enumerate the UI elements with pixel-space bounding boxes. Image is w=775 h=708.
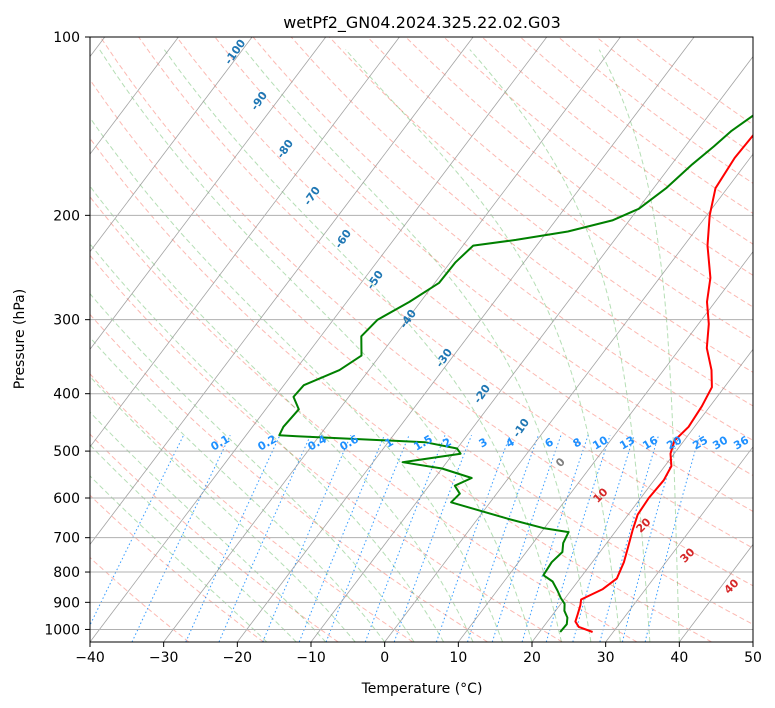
dry-adiabat-line <box>290 37 753 407</box>
moist-adiabat-line <box>598 49 680 642</box>
mixing-ratio-line <box>364 435 446 642</box>
y-tick-label: 900 <box>53 595 80 611</box>
isotherm-line <box>531 348 753 642</box>
dry-adiabat-line <box>90 494 264 642</box>
isotherm-line <box>90 37 327 350</box>
dry-adiabat-line <box>90 137 712 642</box>
dry-adiabat-line <box>90 556 190 642</box>
isotherm-line <box>605 446 753 642</box>
isotherm-line <box>237 37 695 642</box>
isotherm-line <box>90 37 400 448</box>
dry-adiabat-line <box>90 196 638 642</box>
isotherm-line <box>384 153 753 642</box>
mixing-ratio-line <box>599 435 660 642</box>
x-tick-label: 50 <box>744 650 762 666</box>
dry-adiabat-line <box>214 37 753 477</box>
x-tick-label: −10 <box>296 650 326 666</box>
dry-adiabat-line <box>90 313 488 642</box>
isotherm-line <box>163 37 621 642</box>
mixing-ratio-line <box>572 435 635 642</box>
dry-adiabat-line <box>367 37 753 340</box>
y-tick-label: 600 <box>53 491 80 507</box>
y-tick-label: 200 <box>53 208 80 224</box>
isotherm-line <box>90 37 474 546</box>
isotherm-line <box>90 37 253 253</box>
dry-adiabat-line <box>176 37 753 513</box>
mixing-ratio-line <box>262 434 352 642</box>
dry-adiabat-line <box>329 37 753 373</box>
y-tick-label: 100 <box>53 30 80 46</box>
dry-adiabat-line <box>90 254 563 642</box>
moist-adiabat-line <box>244 49 592 642</box>
moist-adiabat-line <box>469 49 651 642</box>
x-tick-label: −40 <box>75 650 105 666</box>
x-axis-label: Temperature (°C) <box>361 681 483 697</box>
moist-adiabat-line <box>90 444 297 642</box>
mixing-ratio-line <box>621 435 680 642</box>
moist-adiabat-line <box>90 375 356 642</box>
y-tick-label: 500 <box>53 444 80 460</box>
x-tick-label: 10 <box>449 650 467 666</box>
isotherm-line <box>458 251 753 642</box>
profile-lines <box>278 114 753 633</box>
isotherm-line <box>90 37 179 155</box>
isotherm-line <box>90 37 548 642</box>
y-tick-label: 1000 <box>44 622 80 638</box>
x-tick-label: −20 <box>223 650 253 666</box>
plot-frame <box>89 36 754 643</box>
mixing-ratio-line <box>435 435 511 642</box>
moist-adiabat-line <box>90 475 268 642</box>
y-tick-label: 300 <box>53 313 80 329</box>
x-tick-label: 40 <box>670 650 688 666</box>
dry-adiabats <box>90 37 753 642</box>
y-tick-label: 800 <box>53 565 80 581</box>
plot-area <box>90 37 753 642</box>
dry-adiabat-line <box>90 78 753 625</box>
moist-adiabat-line <box>90 336 386 642</box>
moist-adiabat-line <box>345 49 621 642</box>
chart-title: wetPf2_GN04.2024.325.22.02.G03 <box>283 13 561 33</box>
dry-adiabat-line <box>90 433 339 642</box>
moist-adiabat-line <box>90 293 415 642</box>
x-tick-label: 20 <box>523 650 541 666</box>
gridlines <box>90 37 753 642</box>
moist-adiabat-line <box>99 49 533 642</box>
temperature-line <box>574 133 753 633</box>
dewpoint-line <box>278 114 753 633</box>
y-axis-ticks: 100 200 300 400 500 600 700 800 900 1000 <box>44 30 90 638</box>
moist-adiabat-line <box>90 243 445 642</box>
x-axis-ticks: −40 −30 −20 −10 0 10 20 30 40 50 <box>75 642 762 666</box>
mixing-ratio-line <box>325 435 410 642</box>
y-axis-label: Pressure (hPa) <box>12 289 28 389</box>
y-tick-label: 400 <box>53 387 80 403</box>
mixing-ratio-line <box>90 434 185 627</box>
moist-adiabats <box>90 49 680 642</box>
moist-adiabat-line <box>90 411 327 642</box>
mixing-ratio-line <box>393 435 472 642</box>
x-tick-label: −30 <box>149 650 179 666</box>
mixing-ratio-line <box>218 434 312 642</box>
isotherm-line <box>310 55 753 642</box>
x-tick-label: 0 <box>380 650 389 666</box>
x-tick-label: 30 <box>597 650 615 666</box>
moist-adiabat-line <box>90 185 474 642</box>
moist-adiabat-line <box>163 49 562 642</box>
mixing-ratio-lines <box>90 434 701 642</box>
y-tick-label: 700 <box>53 531 80 547</box>
dry-adiabat-line <box>99 37 753 587</box>
